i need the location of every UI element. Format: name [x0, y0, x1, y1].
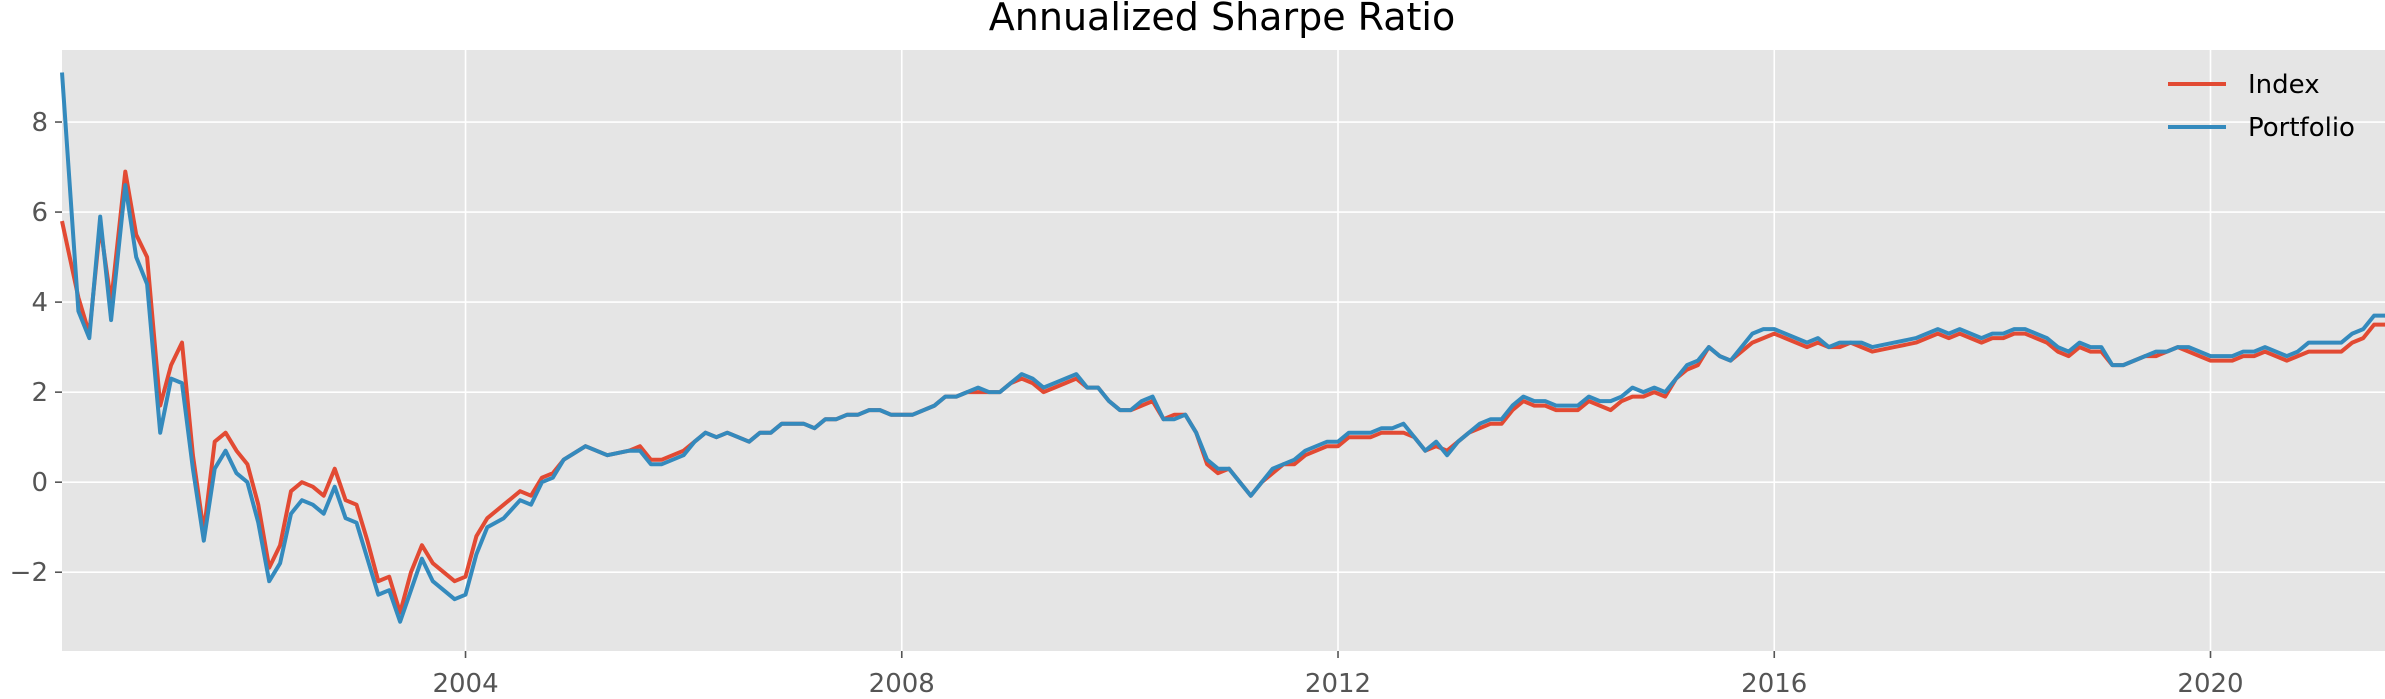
legend-label-portfolio: Portfolio [2248, 113, 2355, 143]
series-line-portfolio [60, 72, 2385, 624]
axis-ticks: −2 0 2 4 6 8 2004 2008 2012 2016 2020 [10, 108, 2244, 699]
series-lines [60, 72, 2385, 624]
y-tick-label: 4 [31, 288, 48, 318]
x-tick-label: 2012 [1305, 669, 1371, 699]
y-tick-label: 2 [31, 378, 48, 408]
x-tick-label: 2008 [869, 669, 935, 699]
chart-title: Annualized Sharpe Ratio [989, 0, 1455, 39]
legend-label-index: Index [2248, 70, 2320, 100]
x-tick-label: 2020 [2177, 669, 2243, 699]
x-tick-label: 2016 [1741, 669, 1807, 699]
y-tick-label: −2 [10, 558, 48, 588]
y-tick-label: 8 [31, 108, 48, 138]
x-tick-label: 2004 [432, 669, 498, 699]
series-line-index [60, 169, 2385, 615]
gridlines [62, 50, 2385, 651]
y-tick-label: 0 [31, 468, 48, 498]
legend: Index Portfolio [2168, 70, 2355, 143]
plot-area [62, 50, 2385, 651]
y-tick-label: 6 [31, 198, 48, 228]
